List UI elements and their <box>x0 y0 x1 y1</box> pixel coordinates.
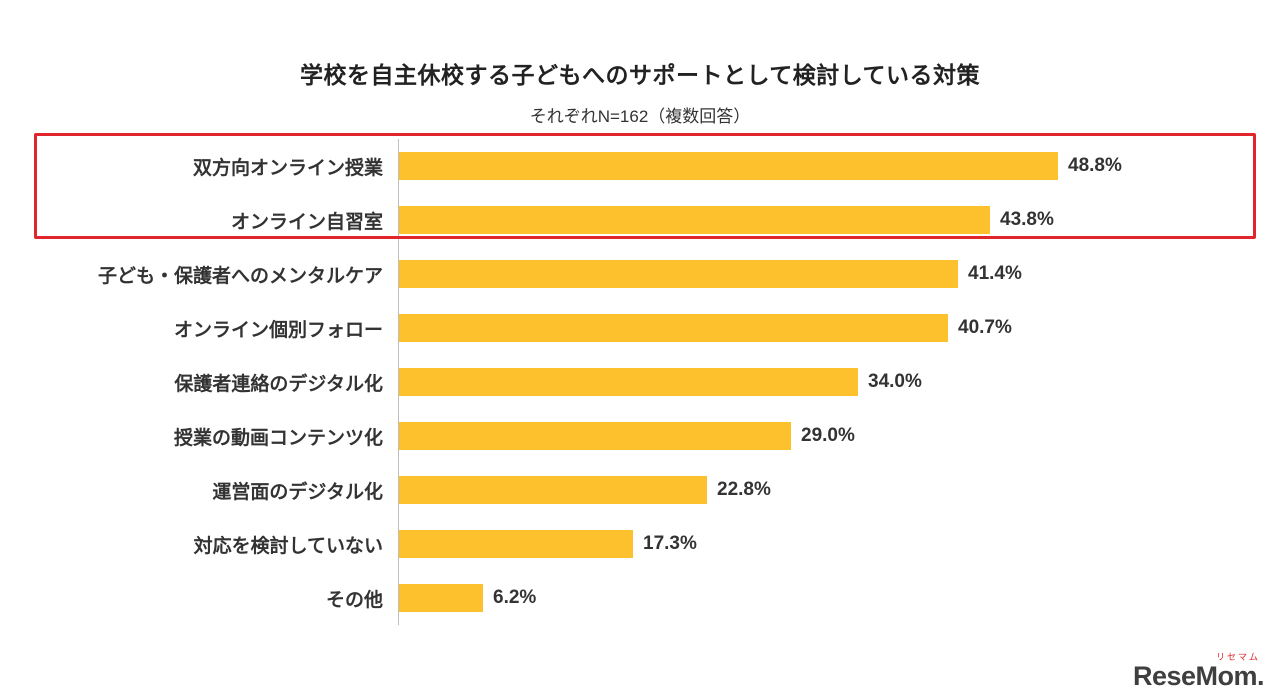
value-label: 48.8% <box>1068 155 1122 176</box>
value-label: 17.3% <box>643 533 697 554</box>
value-bar <box>399 530 633 558</box>
category-label: その他 <box>325 589 383 611</box>
chart-row: 保護者連絡のデジタル化 34.0% <box>0 355 1280 409</box>
resemom-logo: リセマム ReseMom. <box>1132 652 1265 691</box>
value-label: 29.0% <box>801 425 855 446</box>
value-label: 6.2% <box>493 587 537 608</box>
bar-area: 40.7% <box>398 301 1280 355</box>
value-bar <box>399 476 707 504</box>
bar-area: 6.2% <box>398 571 1280 625</box>
bar-area: 41.4% <box>398 247 1280 301</box>
value-bar <box>399 152 1058 180</box>
chart-row: 子ども・保護者へのメンタルケア 41.4% <box>0 247 1280 301</box>
logo-text: ReseMom. <box>1132 661 1265 691</box>
chart-row: 運営面のデジタル化 22.8% <box>0 463 1280 517</box>
value-bar <box>399 422 791 450</box>
bar-area: 34.0% <box>398 355 1280 409</box>
value-bar <box>399 368 858 396</box>
value-bar <box>399 260 958 288</box>
bar-area: 43.8% <box>398 193 1280 247</box>
chart-row: 授業の動画コンテンツ化 29.0% <box>0 409 1280 463</box>
category-label: オンライン自習室 <box>230 211 383 233</box>
value-label: 43.8% <box>1000 209 1054 230</box>
value-bar <box>399 584 483 612</box>
category-label: 授業の動画コンテンツ化 <box>173 427 383 449</box>
bar-area: 48.8% <box>398 139 1280 193</box>
value-label: 34.0% <box>868 371 922 392</box>
chart-rows: 双方向オンライン授業 48.8% オンライン自習室 43.8% 子ども・保護者へのメンタ… <box>0 139 1280 625</box>
value-bar <box>399 314 948 342</box>
chart-row: 対応を検討していない 17.3% <box>0 517 1280 571</box>
category-label: 運営面のデジタル化 <box>212 481 383 503</box>
value-label: 41.4% <box>968 263 1022 284</box>
chart-title: 学校を自主休校する子どもへのサポートとして検討している対策 <box>299 62 981 88</box>
chart-subtitle: それぞれN=162（複数回答） <box>529 107 751 126</box>
bar-area: 29.0% <box>398 409 1280 463</box>
bar-area: 22.8% <box>398 463 1280 517</box>
chart-row: オンライン個別フォロー 40.7% <box>0 301 1280 355</box>
value-bar <box>399 206 990 234</box>
category-label: 子ども・保護者へのメンタルケア <box>97 265 383 287</box>
value-label: 22.8% <box>717 479 771 500</box>
chart-row: 双方向オンライン授業 48.8% <box>0 139 1280 193</box>
value-label: 40.7% <box>958 317 1012 338</box>
category-label: 対応を検討していない <box>193 535 383 557</box>
category-label: オンライン個別フォロー <box>173 319 383 341</box>
bar-chart: 双方向オンライン授業 48.8% オンライン自習室 43.8% 子ども・保護者へのメンタ… <box>0 139 1280 625</box>
category-label: 双方向オンライン授業 <box>192 157 383 179</box>
chart-row: その他 6.2% <box>0 571 1280 625</box>
category-label: 保護者連絡のデジタル化 <box>174 373 383 395</box>
logo-ruby-text: リセマム <box>1215 652 1260 662</box>
bar-area: 17.3% <box>398 517 1280 571</box>
chart-row: オンライン自習室 43.8% <box>0 193 1280 247</box>
